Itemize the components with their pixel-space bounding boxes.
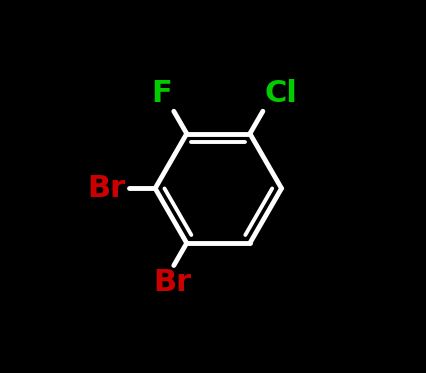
Text: F: F: [151, 79, 172, 108]
Text: Br: Br: [153, 269, 191, 297]
Text: Br: Br: [88, 174, 126, 203]
Text: Cl: Cl: [265, 79, 297, 108]
